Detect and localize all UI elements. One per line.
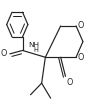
Text: NH: NH bbox=[28, 42, 39, 48]
Text: O: O bbox=[66, 78, 73, 87]
Text: O: O bbox=[78, 53, 84, 62]
Text: O: O bbox=[78, 21, 84, 30]
Text: H: H bbox=[33, 47, 38, 53]
Text: O: O bbox=[1, 49, 7, 58]
